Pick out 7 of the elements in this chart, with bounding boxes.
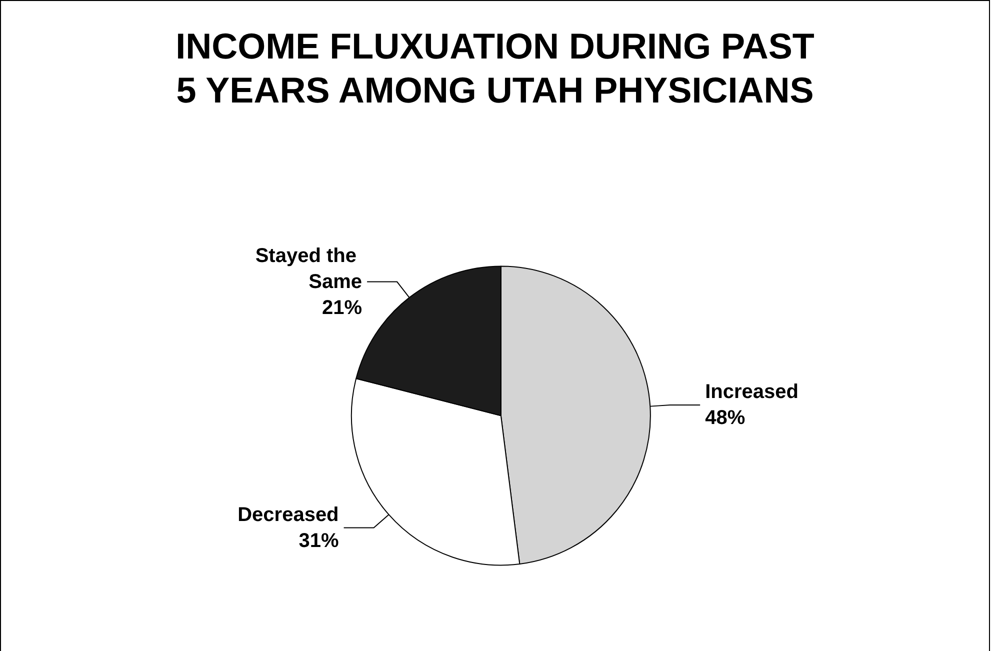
data-label: 48% xyxy=(705,407,746,430)
slice-label: Increased xyxy=(705,381,798,404)
slice-label: Decreased xyxy=(238,504,339,526)
slice-label: Stayed the Same xyxy=(255,244,362,293)
data-label: 21% xyxy=(322,296,362,319)
data-label: 31% xyxy=(298,530,339,552)
chart-title: INCOME FLUXUATION DURING PAST 5 YEARS AMONG UTAH PHYSICIANS xyxy=(176,26,814,110)
